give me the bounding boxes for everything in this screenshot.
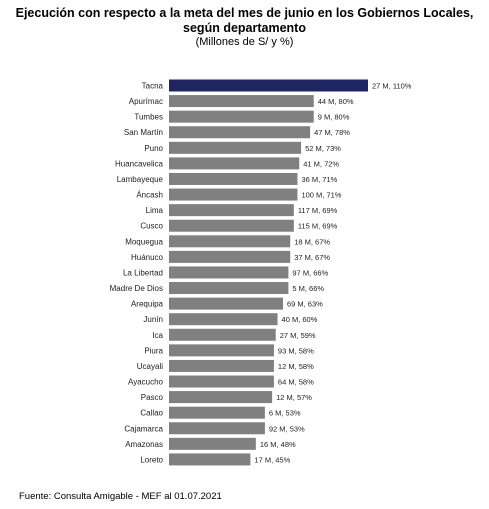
chart-subtitle: (Millones de S/ y %) xyxy=(195,36,294,48)
category-label: Pasco xyxy=(141,393,164,402)
bar-arequipa xyxy=(169,297,283,310)
bar-callao xyxy=(169,406,265,419)
data-label: 36 M, 71% xyxy=(301,175,337,184)
category-label: Amazonas xyxy=(125,440,163,449)
data-label: 27 M, 59% xyxy=(280,331,316,340)
bar-huancavelica xyxy=(169,157,300,170)
bar-lima xyxy=(169,204,294,217)
bar-madre-de-dios xyxy=(169,282,289,295)
category-label: San Martín xyxy=(124,128,163,137)
data-label: 9 M, 80% xyxy=(318,113,350,122)
bar-amazonas xyxy=(169,437,256,450)
source-note: Fuente: Consulta Amigable - MEF al 01.07… xyxy=(19,491,222,502)
data-label: 6 M, 53% xyxy=(269,409,301,418)
data-label: 18 M, 67% xyxy=(294,237,330,246)
bar-tumbes xyxy=(169,110,314,123)
bar-apurímac xyxy=(169,95,314,108)
bar-áncash xyxy=(169,188,298,201)
data-label: 47 M, 78% xyxy=(314,128,350,137)
data-label: 115 M, 69% xyxy=(298,222,338,231)
bar-la-libertad xyxy=(169,266,289,279)
category-label: Tacna xyxy=(142,82,164,91)
category-label: Áncash xyxy=(136,191,163,200)
bar-cajamarca xyxy=(169,422,265,435)
bar-piura xyxy=(169,344,274,357)
data-label: 117 M, 69% xyxy=(298,206,338,215)
data-label: 12 M, 57% xyxy=(276,393,312,402)
data-label: 12 M, 58% xyxy=(278,362,314,371)
category-label: Huánuco xyxy=(131,253,164,262)
data-label: 41 M, 72% xyxy=(303,159,339,168)
bar-lambayeque xyxy=(169,172,298,185)
category-label: Loreto xyxy=(140,455,163,464)
category-label: Huancavelica xyxy=(115,159,164,168)
category-label: Cusco xyxy=(140,222,163,231)
category-label: Puno xyxy=(144,144,163,153)
category-label: Tumbes xyxy=(134,113,163,122)
data-label: 93 M, 58% xyxy=(278,346,314,355)
chart-title-line1: Ejecución con respecto a la meta del mes… xyxy=(15,6,474,20)
bar-tacna xyxy=(169,79,368,92)
data-label: 17 M, 45% xyxy=(254,455,290,464)
category-label: Cajamarca xyxy=(124,424,163,433)
bar-ucayali xyxy=(169,359,274,372)
category-label: Piura xyxy=(144,346,163,355)
bar-loreto xyxy=(169,453,251,466)
bar-ayacucho xyxy=(169,375,274,388)
data-label: 92 M, 53% xyxy=(269,424,305,433)
data-label: 44 M, 80% xyxy=(318,97,354,106)
bar-huánuco xyxy=(169,250,291,263)
category-label: Ica xyxy=(152,331,163,340)
data-label: 100 M, 71% xyxy=(301,191,341,200)
data-label: 52 M, 73% xyxy=(305,144,341,153)
category-label: Lambayeque xyxy=(117,175,164,184)
category-label: Junín xyxy=(143,315,163,324)
bar-pasco xyxy=(169,391,273,404)
category-label: Ucayali xyxy=(137,362,163,371)
category-label: Madre De Dios xyxy=(110,284,163,293)
data-label: 16 M, 48% xyxy=(260,440,296,449)
bar-moquegua xyxy=(169,235,291,248)
data-label: 97 M, 66% xyxy=(292,268,328,277)
category-label: Moquegua xyxy=(125,237,163,246)
data-label: 69 M, 63% xyxy=(287,300,323,309)
category-label: La Libertad xyxy=(123,268,163,277)
category-label: Lima xyxy=(146,206,164,215)
data-label: 27 M, 110% xyxy=(372,82,412,91)
bar-ica xyxy=(169,328,276,341)
category-label: Callao xyxy=(140,409,163,418)
data-label: 5 M, 66% xyxy=(292,284,324,293)
category-label: Ayacucho xyxy=(128,378,164,387)
data-label: 37 M, 67% xyxy=(294,253,330,262)
bar-junín xyxy=(169,313,278,326)
bar-puno xyxy=(169,141,302,154)
data-label: 40 M, 60% xyxy=(282,315,318,324)
bar-cusco xyxy=(169,219,294,232)
data-label: 64 M, 58% xyxy=(278,378,314,387)
category-label: Arequipa xyxy=(131,300,164,309)
category-label: Apurímac xyxy=(129,97,163,106)
bar-san-martín xyxy=(169,126,311,139)
chart-title-line2: según departamento xyxy=(183,21,306,35)
